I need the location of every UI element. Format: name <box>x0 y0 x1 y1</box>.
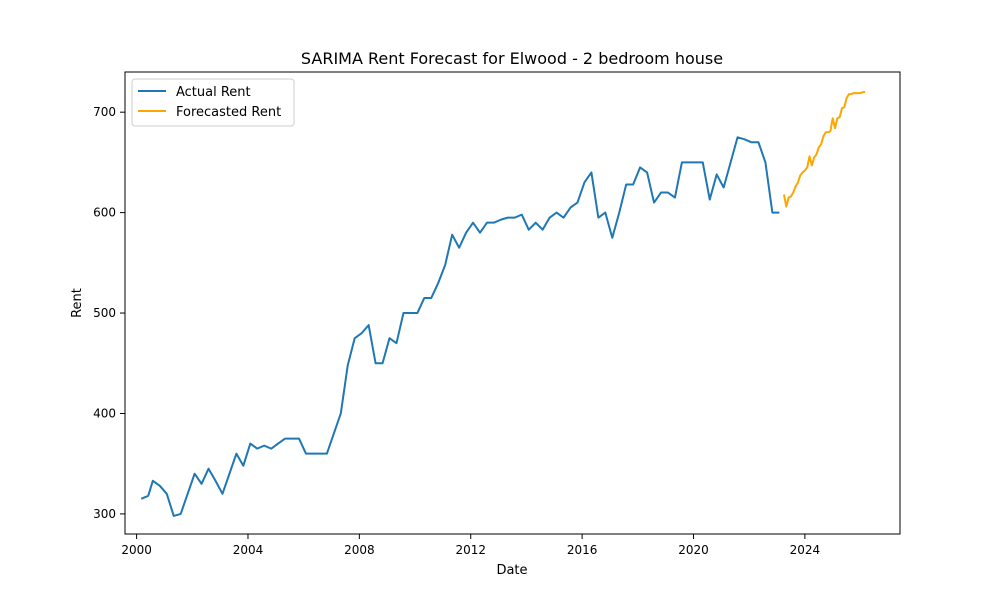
x-tick-label: 2008 <box>344 543 375 557</box>
series-line-forecasted-rent <box>782 91 866 208</box>
y-axis-label: Rent <box>70 288 85 318</box>
series-line-actual-rent <box>140 136 780 517</box>
legend-box <box>131 78 295 127</box>
y-tick-label: 600 <box>93 206 116 220</box>
legend-label-forecasted-rent: Forecasted Rent <box>176 105 281 120</box>
y-tick-label: 300 <box>93 507 116 521</box>
x-axis-label: Date <box>496 563 527 578</box>
y-tick-label: 700 <box>93 105 116 119</box>
legend-label-actual-rent: Actual Rent <box>176 85 251 100</box>
series-layer <box>140 91 866 517</box>
x-tick-label: 2016 <box>567 543 598 557</box>
x-tick-label: 2000 <box>121 543 152 557</box>
legend: Actual Rent Forecasted Rent <box>131 78 295 127</box>
plot-area <box>124 71 901 535</box>
x-tick-label: 2012 <box>455 543 486 557</box>
chart-title: SARIMA Rent Forecast for Elwood - 2 bedr… <box>301 49 723 68</box>
x-tick-label: 2024 <box>790 543 821 557</box>
x-tick-label: 2020 <box>678 543 709 557</box>
y-tick-label: 400 <box>93 406 116 420</box>
y-axis: 300 400 500 600 700 <box>93 105 125 521</box>
x-tick-label: 2004 <box>233 543 264 557</box>
x-axis: 2000 2004 2008 2012 2016 2020 2024 <box>121 534 820 557</box>
y-tick-label: 500 <box>93 306 116 320</box>
